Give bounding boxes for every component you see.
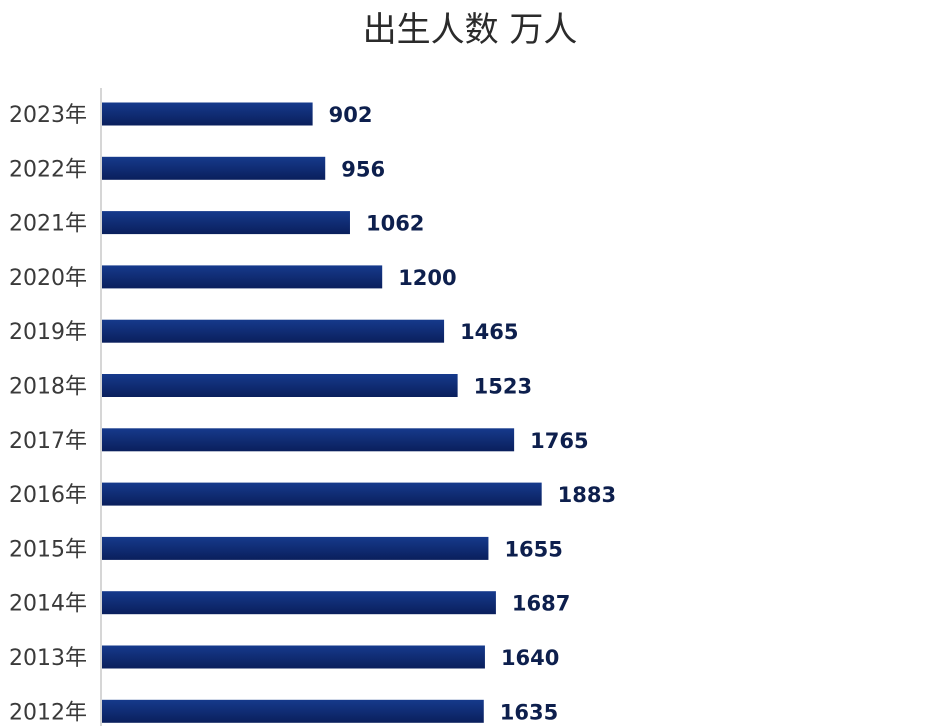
- y-tick-label: 2018年: [9, 375, 87, 400]
- y-tick-label: 2014年: [9, 592, 87, 617]
- y-tick-label: 2017年: [9, 429, 87, 454]
- y-tick-label: 2012年: [9, 700, 87, 725]
- data-label: 1765: [530, 429, 588, 453]
- bars: [102, 102, 542, 723]
- bar: [102, 156, 326, 180]
- chart-title: 出生人数 万人: [363, 10, 578, 50]
- data-label: 902: [329, 103, 373, 127]
- data-labels: 902 956 1062 1200 1465 1523 1765 1883 1655 1687 16…: [329, 103, 617, 724]
- bar: [102, 319, 445, 343]
- y-tick-label: 2021年: [9, 212, 87, 237]
- bar: [102, 102, 313, 126]
- bar: [102, 428, 515, 452]
- bar: [102, 265, 383, 289]
- bar: [102, 211, 350, 235]
- bar: [102, 699, 484, 723]
- bar: [102, 374, 458, 397]
- data-label: 1062: [366, 212, 424, 236]
- y-tick-label: 2020年: [9, 266, 87, 291]
- data-label: 1640: [501, 646, 559, 670]
- y-tick-label: 2013年: [9, 646, 87, 671]
- y-tick-label: 2022年: [9, 157, 87, 182]
- data-label: 1465: [460, 320, 518, 344]
- data-label: 1523: [474, 375, 532, 399]
- y-tick-label: 2023年: [9, 103, 87, 128]
- data-label: 1687: [512, 592, 570, 616]
- data-label: 1655: [504, 537, 562, 561]
- data-label: 956: [341, 157, 385, 181]
- bar: [102, 591, 496, 615]
- data-label: 1635: [500, 700, 558, 724]
- data-label: 1883: [558, 483, 616, 507]
- y-tick-label: 2015年: [9, 537, 87, 562]
- bar: [102, 645, 485, 669]
- y-tick-label: 2019年: [9, 320, 87, 345]
- bar: [102, 536, 489, 560]
- data-label: 1200: [398, 266, 456, 290]
- y-tick-labels: 2023年 2022年 2021年 2020年 2019年 2018年 2017年 2016年…: [9, 103, 87, 725]
- bar: [102, 482, 542, 506]
- y-tick-label: 2016年: [9, 483, 87, 508]
